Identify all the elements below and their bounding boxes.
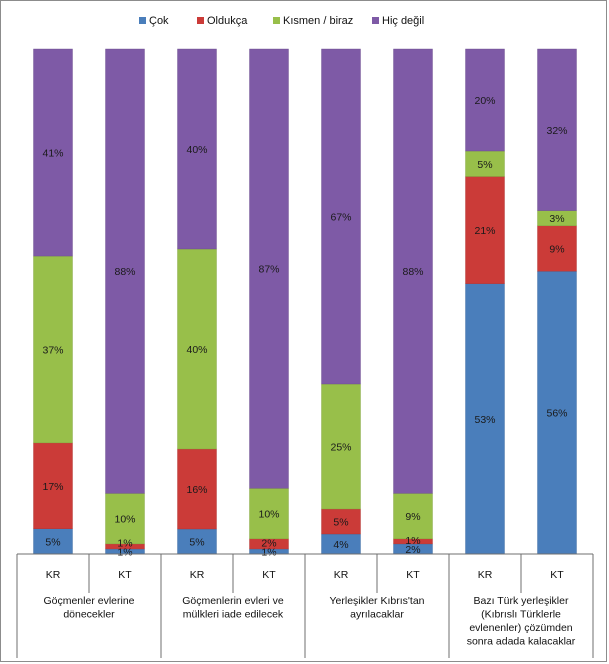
bar-category-label-3: KT: [262, 569, 276, 581]
legend-swatch-1: [197, 17, 204, 24]
group-label-3-line-3: sonra adada kalacaklar: [467, 636, 576, 648]
bar-2-label-3: 40%: [186, 144, 207, 156]
bar-category-label-0: KR: [46, 569, 61, 581]
bar-5-label-0: 2%: [405, 544, 420, 556]
bar-3-segment-2: [249, 488, 289, 540]
bar-7-label-3: 32%: [546, 125, 567, 137]
bar-2-segment-1: [177, 448, 217, 530]
group-label-3-line-1: (Kıbrıslı Türklerle: [481, 609, 561, 621]
bar-5-label-3: 88%: [402, 266, 423, 278]
bar-1-label-0: 1%: [117, 546, 132, 558]
group-label-3-line-0: Bazı Türk yerleşikler: [474, 595, 569, 607]
bar-4-segment-2: [321, 383, 361, 510]
group-label-3-line-2: evlenenler) çözümden: [469, 622, 572, 634]
bar-1-segment-3: [105, 48, 145, 494]
legend-swatch-0: [139, 17, 146, 24]
bar-4-label-0: 4%: [333, 539, 348, 551]
legend-swatch-3: [372, 17, 379, 24]
bar-3-label-3: 87%: [258, 264, 279, 276]
bar-5-label-2: 9%: [405, 511, 420, 523]
bar-7-segment-3: [537, 48, 577, 211]
bar-0-label-0: 5%: [45, 536, 60, 548]
bar-7-segment-1: [537, 225, 577, 272]
bar-6-segment-0: [465, 283, 505, 555]
legend-label-1: Oldukça: [207, 15, 248, 27]
bar-5-label-1: 1%: [405, 535, 420, 547]
bar-6-label-1: 21%: [474, 225, 495, 237]
bar-2-label-1: 16%: [186, 484, 207, 496]
bar-6-segment-3: [465, 48, 505, 152]
bar-6-label-3: 20%: [474, 95, 495, 107]
bar-0-label-3: 41%: [42, 148, 63, 160]
group-label-1-line-1: mülkleri iade edilecek: [183, 609, 284, 621]
bar-0-label-2: 37%: [42, 344, 63, 356]
bar-3-label-0: 1%: [261, 546, 276, 558]
bar-4-label-3: 67%: [330, 212, 351, 224]
bar-3-label-2: 10%: [258, 509, 279, 521]
bar-category-label-6: KR: [478, 569, 493, 581]
group-label-2-line-1: ayrılacaklar: [350, 609, 404, 621]
bar-3-segment-3: [249, 48, 289, 489]
bar-category-label-4: KR: [334, 569, 349, 581]
bar-category-label-2: KR: [190, 569, 205, 581]
bar-6-label-2: 5%: [477, 159, 492, 171]
bar-4-segment-3: [321, 48, 361, 385]
group-label-0-line-1: dönecekler: [63, 609, 115, 621]
group-label-2-line-0: Yerleşikler Kıbrıs'tan: [330, 595, 425, 607]
group-label-1-line-0: Göçmenlerin evleri ve: [182, 595, 284, 607]
bar-3-label-1: 2%: [261, 537, 276, 549]
bar-1-label-3: 88%: [114, 266, 135, 278]
bar-4-label-1: 5%: [333, 517, 348, 529]
bar-2-segment-2: [177, 248, 217, 450]
bar-6-label-0: 53%: [474, 414, 495, 426]
bar-7-segment-0: [537, 271, 577, 555]
group-label-0-line-0: Göçmenler evlerine: [43, 595, 134, 607]
bar-7-label-0: 56%: [546, 408, 567, 420]
bar-0-segment-0: [33, 528, 73, 555]
bar-1-label-1: 1%: [117, 537, 132, 549]
bar-6-segment-1: [465, 176, 505, 284]
bar-5-segment-2: [393, 493, 433, 540]
bar-0-label-1: 17%: [42, 481, 63, 493]
bar-0-segment-1: [33, 442, 73, 529]
bar-0-segment-3: [33, 48, 73, 257]
bar-2-label-0: 5%: [189, 537, 204, 549]
legend-swatch-2: [273, 17, 280, 24]
bar-7-label-1: 9%: [549, 243, 564, 255]
bar-7-label-2: 3%: [549, 213, 564, 225]
bar-category-label-5: KT: [406, 569, 420, 581]
bar-category-label-7: KT: [550, 569, 564, 581]
bar-2-segment-0: [177, 528, 217, 555]
bar-6-segment-2: [465, 150, 505, 177]
bar-4-label-2: 25%: [330, 442, 351, 454]
legend-label-2: Kısmen / biraz: [283, 15, 353, 27]
bar-2-segment-3: [177, 48, 217, 250]
bar-1-label-2: 10%: [114, 514, 135, 526]
bar-5-segment-3: [393, 48, 433, 494]
legend-label-0: Çok: [149, 15, 169, 27]
bar-4-segment-1: [321, 508, 361, 535]
bar-category-label-1: KT: [118, 569, 132, 581]
legend-label-3: Hiç değil: [382, 15, 424, 27]
bar-2-label-2: 40%: [186, 344, 207, 356]
